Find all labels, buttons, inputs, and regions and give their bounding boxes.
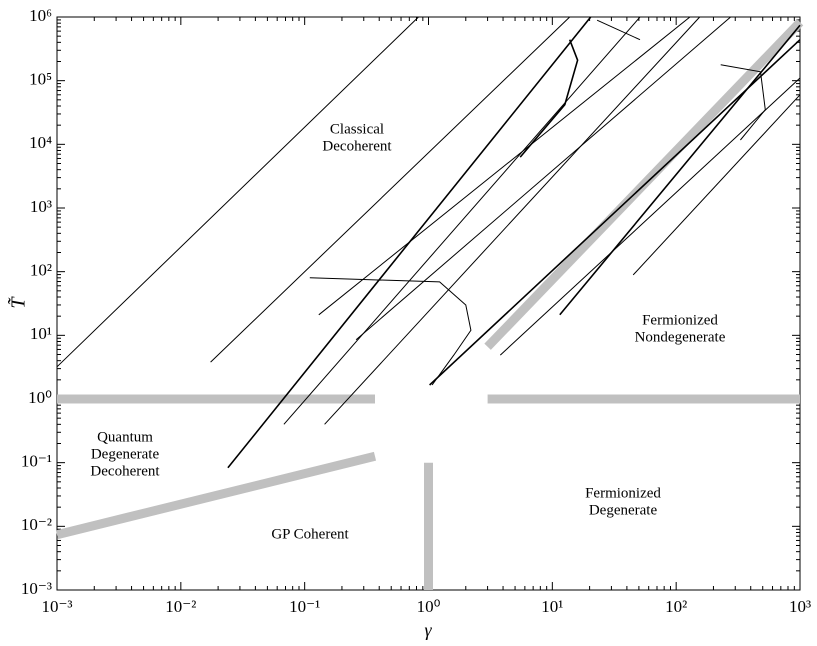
x-tick-label: 10⁻³: [41, 597, 72, 616]
region-label: Degenerate: [91, 446, 160, 462]
region-label: Quantum: [97, 429, 153, 445]
y-tick-label: 10⁴: [29, 133, 52, 152]
y-tick-label: 10³: [30, 197, 52, 216]
y-tick-label: 10⁻²: [21, 515, 52, 534]
curve: [355, 16, 731, 341]
curve: [324, 16, 701, 425]
curve: [309, 277, 472, 386]
curve: [632, 94, 801, 276]
curve: [720, 64, 766, 141]
y-tick-label: 10⁵: [29, 70, 52, 89]
curve: [429, 39, 801, 386]
y-tick-label: 10⁶: [29, 6, 52, 25]
region-label: Degenerate: [589, 502, 658, 518]
region-label: Fermionized: [585, 485, 661, 501]
y-tick-label: 10⁰: [28, 388, 52, 407]
x-tick-label: 10²: [665, 597, 687, 616]
curve: [55, 451, 377, 540]
y-axis-label: T̃: [6, 296, 29, 309]
region-label: Decoherent: [322, 138, 392, 154]
x-tick-label: 10³: [789, 597, 811, 616]
curve: [283, 16, 641, 425]
curve: [519, 39, 579, 158]
x-axis-label: γ: [424, 620, 432, 640]
region-label: GP Coherent: [271, 526, 349, 542]
curve: [56, 16, 419, 368]
curve: [559, 24, 801, 316]
x-tick-label: 10⁻¹: [289, 597, 320, 616]
x-tick-label: 10⁻²: [165, 597, 196, 616]
y-tick-label: 10²: [30, 261, 52, 280]
y-tick-label: 10⁻³: [21, 579, 52, 598]
x-tick-label: 10⁰: [417, 597, 441, 616]
curve: [318, 16, 691, 316]
curve: [596, 19, 641, 41]
region-label: Nondegenerate: [635, 329, 726, 345]
curve: [499, 77, 801, 356]
region-label: Decoherent: [90, 463, 160, 479]
x-tick-label: 10¹: [541, 597, 563, 616]
curve: [210, 16, 571, 363]
region-label: Classical: [330, 121, 384, 137]
y-tick-label: 10¹: [30, 324, 52, 343]
region-label: Fermionized: [642, 312, 718, 328]
y-tick-label: 10⁻¹: [21, 452, 52, 471]
